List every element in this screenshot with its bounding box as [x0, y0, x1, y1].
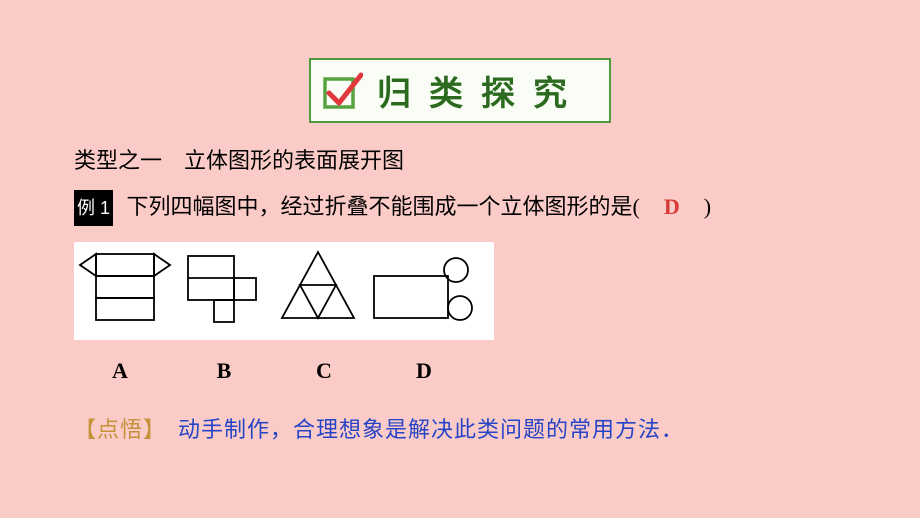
question-prefix: 下列四幅图中，经过折叠不能围成一个立体图形的是( [127, 194, 662, 219]
note-label: 【点悟】 [74, 417, 155, 442]
note-text: 动手制作，合理想象是解决此类问题的常用方法． [155, 417, 684, 442]
section-title: 归类探究 [377, 66, 585, 115]
answer-letter: D [662, 194, 682, 219]
checkmark-icon [321, 71, 363, 111]
section-header: 归类探究 [309, 58, 611, 123]
figures-panel [74, 242, 860, 340]
note-line: 【点悟】 动手制作，合理想象是解决此类问题的常用方法． [74, 409, 860, 451]
figure-label: B [214, 350, 234, 392]
figure-labels-row: A B C D [74, 350, 860, 392]
figure-label: D [414, 350, 434, 392]
content-area: 类型之一 立体图形的表面展开图 例 1 下列四幅图中，经过折叠不能围成一个立体图… [74, 140, 860, 451]
example-line: 例 1 下列四幅图中，经过折叠不能围成一个立体图形的是( D ) [74, 186, 860, 228]
example-badge: 例 1 [74, 190, 113, 226]
question-suffix: ) [682, 194, 711, 219]
type-label: 类型之一 立体图形的表面展开图 [74, 140, 860, 182]
figure-label: A [110, 350, 130, 392]
figure-label: C [314, 350, 334, 392]
